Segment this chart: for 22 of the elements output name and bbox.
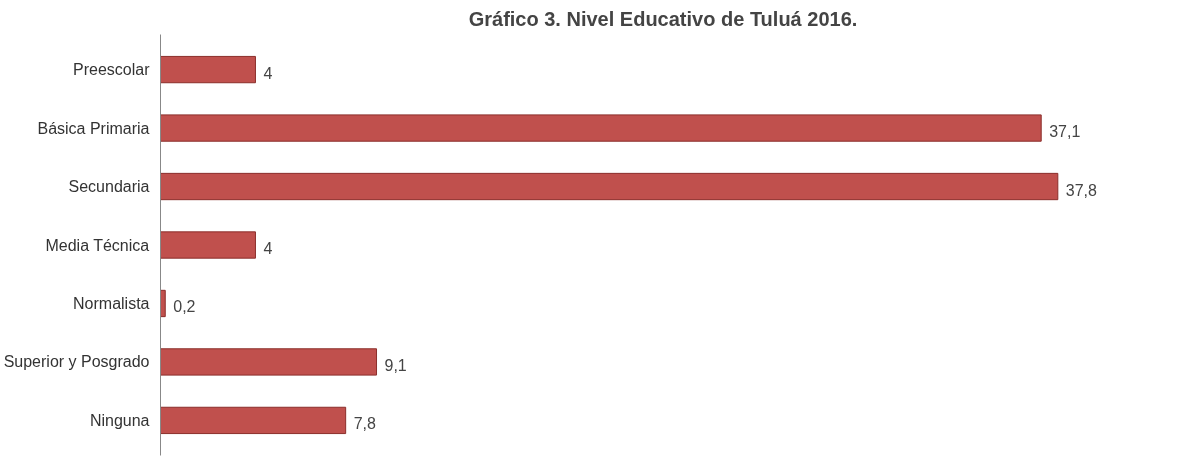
data-label: 9,1 <box>384 356 407 374</box>
data-label: 4 <box>263 240 273 257</box>
data-label: 0,2 <box>173 298 196 316</box>
bar <box>160 172 1059 201</box>
bar <box>160 406 347 435</box>
data-label: 37,1 <box>1049 123 1081 141</box>
data-label: 7,8 <box>353 415 377 433</box>
y-tick-label: Ninguna <box>89 411 150 429</box>
bar <box>160 231 256 259</box>
y-tick-label: Normalista <box>73 294 150 312</box>
y-tick-label: Secundaria <box>68 178 150 196</box>
y-tick-label: Preescolar <box>73 61 151 79</box>
y-tick-label: Básica Primaria <box>37 119 150 137</box>
bar <box>160 114 1042 142</box>
chart-title: Gráfico 3. Nivel Educativo de Tuluá 2016. <box>468 7 858 30</box>
y-tick-label: Superior y Posgrado <box>3 353 150 371</box>
data-label: 37,8 <box>1065 181 1098 199</box>
data-label: 4 <box>263 64 273 82</box>
bar <box>160 289 166 318</box>
bar <box>160 55 256 84</box>
bar <box>160 348 378 376</box>
y-tick-label: Media Técnica <box>45 236 150 254</box>
